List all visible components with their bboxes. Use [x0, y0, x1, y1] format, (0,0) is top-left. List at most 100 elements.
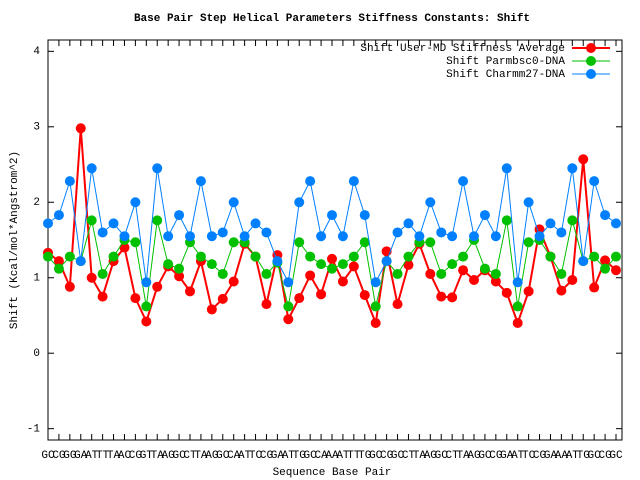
data-point [479, 263, 490, 274]
data-point [611, 251, 621, 262]
data-point [108, 218, 119, 229]
data-point [490, 276, 501, 287]
data-point [174, 263, 185, 274]
x-tick-label: TA [107, 450, 121, 462]
legend-marker [586, 56, 596, 66]
data-point [359, 210, 370, 221]
data-point [53, 263, 64, 274]
data-point [501, 163, 512, 174]
data-point [589, 176, 600, 187]
y-tick-label: 0 [33, 348, 40, 360]
data-point [163, 259, 174, 270]
x-tick-label: TA [151, 450, 165, 462]
data-point [556, 285, 567, 296]
data-point [130, 197, 141, 208]
data-point [316, 259, 327, 270]
data-point [64, 281, 75, 292]
x-tick-label: GC [304, 450, 318, 462]
data-point [217, 293, 228, 304]
data-point [458, 251, 469, 262]
data-point [578, 256, 589, 267]
data-point [348, 261, 359, 272]
x-tick-label: GC [435, 450, 449, 462]
x-tick-label: CG [380, 450, 393, 462]
data-point [206, 231, 217, 242]
data-point [370, 318, 381, 329]
x-tick-label: AG [205, 450, 218, 462]
data-point [97, 268, 108, 279]
data-point [545, 218, 556, 229]
x-tick-label: CG [52, 450, 65, 462]
data-point [228, 276, 239, 287]
data-point [469, 275, 479, 285]
legend-label: Shift Charmm27-DNA [446, 69, 565, 81]
data-point [119, 242, 130, 253]
data-point [600, 255, 611, 266]
data-point [294, 293, 305, 304]
data-point [425, 197, 436, 208]
data-point [403, 251, 414, 262]
data-point [75, 123, 86, 134]
x-tick-label: TA [413, 450, 427, 462]
data-point [86, 215, 97, 226]
data-point [436, 291, 447, 302]
data-point [600, 263, 611, 274]
x-tick-label: AG [162, 450, 175, 462]
data-point [108, 251, 119, 262]
data-point [250, 251, 261, 262]
data-point [217, 268, 228, 279]
data-point [523, 197, 534, 208]
data-point [348, 176, 359, 187]
x-tick-label: GC [478, 450, 492, 462]
data-point [490, 268, 501, 279]
data-point [217, 227, 228, 238]
data-point [523, 237, 534, 248]
data-point [174, 210, 185, 221]
data-point [337, 259, 348, 270]
data-point [392, 299, 403, 310]
data-point [611, 218, 621, 229]
data-point [348, 251, 359, 262]
data-point [436, 227, 447, 238]
data-point [501, 215, 512, 226]
data-point [152, 281, 163, 292]
x-tick-label: GC [41, 450, 55, 462]
data-point [185, 286, 195, 297]
data-point [195, 251, 206, 262]
x-tick-label: GC [588, 450, 602, 462]
data-point [152, 215, 163, 226]
data-point [239, 231, 250, 242]
legend-marker [586, 43, 596, 53]
data-point [261, 268, 272, 279]
x-tick-label: GT [140, 450, 154, 462]
x-tick-label: AA [325, 450, 339, 462]
y-tick-label: 2 [33, 197, 40, 209]
data-point [425, 268, 436, 279]
data-point [501, 287, 512, 298]
x-tick-label: AT [511, 450, 525, 462]
legend-label: Shift User-MD Stiffness Average [360, 43, 565, 55]
data-point [370, 277, 381, 288]
data-point [305, 176, 316, 187]
data-point [206, 304, 217, 315]
data-point [152, 163, 163, 174]
x-tick-label: AT [336, 450, 350, 462]
y-tick-label: -1 [27, 424, 41, 436]
data-point [86, 163, 97, 174]
data-point [479, 210, 490, 221]
data-point [556, 268, 567, 279]
data-point [392, 227, 403, 238]
x-tick-label: AT [238, 450, 252, 462]
data-point [130, 237, 141, 248]
data-point [228, 237, 239, 248]
data-point [567, 215, 578, 226]
x-tick-label: CT [402, 450, 416, 462]
data-point [163, 231, 174, 242]
data-point [512, 277, 523, 288]
x-tick-label: AT [566, 450, 580, 462]
data-point [141, 316, 152, 327]
data-point [589, 251, 600, 262]
data-point [611, 265, 621, 276]
x-tick-label: TC [522, 450, 536, 462]
